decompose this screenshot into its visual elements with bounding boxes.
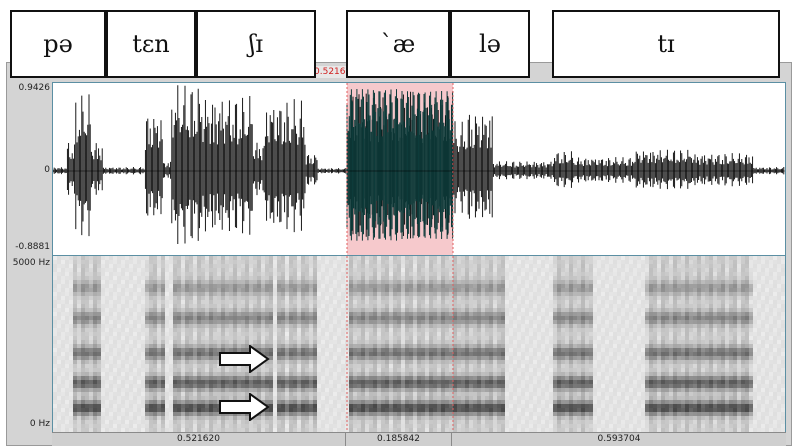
waveform-plot[interactable]: [53, 83, 785, 255]
duration-bar: 0.521620 0.185842 0.593704: [52, 432, 786, 446]
spectrogram-f-max: 5000 Hz: [12, 258, 50, 268]
syllable-box: tɪ: [552, 10, 780, 78]
spectrogram-image: [53, 256, 785, 432]
waveform-y-max: 0.9426: [18, 83, 51, 93]
duration-left[interactable]: 0.521620: [52, 433, 346, 446]
waveform-panel[interactable]: [52, 82, 786, 256]
syllable-box: `æ: [346, 10, 450, 78]
syllable-box: pə: [10, 10, 106, 78]
duration-right[interactable]: 0.593704: [597, 434, 641, 444]
duration-selection[interactable]: 0.185842: [346, 433, 452, 446]
spectrogram-plot[interactable]: [53, 256, 785, 432]
arrow-right-icon: [219, 345, 270, 373]
syllable-box: lə: [450, 10, 530, 78]
waveform-selected-signal: [346, 89, 454, 241]
spectrogram-panel[interactable]: [52, 256, 786, 432]
spectrogram-f-min: 0 Hz: [29, 419, 50, 429]
arrow-right-icon: [219, 393, 270, 421]
syllable-box: ʃɪ: [196, 10, 316, 78]
syllable-box: tɛn: [106, 10, 196, 78]
waveform-y-zero: 0: [44, 165, 50, 175]
waveform-y-min: -0.8881: [15, 242, 50, 252]
